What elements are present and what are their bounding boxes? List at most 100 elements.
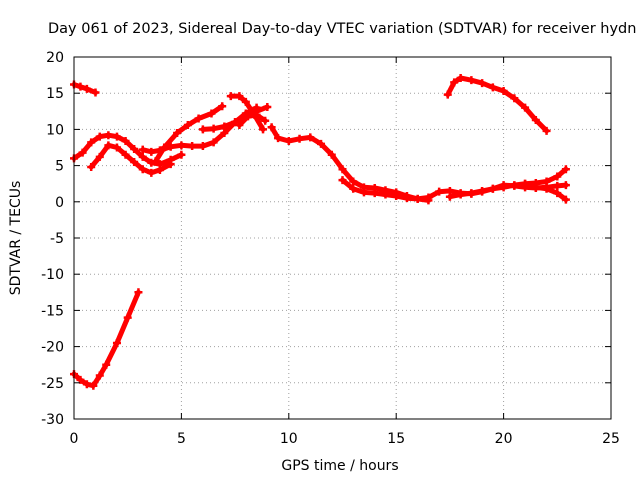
data-point (274, 134, 283, 143)
data-point (147, 168, 156, 177)
y-tick-label: 15 (46, 86, 64, 102)
tick-marks (73, 56, 612, 420)
data-point (424, 193, 433, 202)
data-point (87, 163, 96, 172)
data-point (392, 192, 401, 201)
y-tick-label: 0 (55, 195, 64, 211)
data-point (521, 179, 530, 188)
data-point (267, 123, 276, 132)
data-point (95, 371, 104, 380)
data-point (207, 109, 216, 118)
data-point (499, 87, 508, 96)
data-point (188, 142, 197, 151)
plot-series (70, 73, 570, 390)
data-point (231, 118, 240, 127)
data-point (209, 138, 218, 147)
chart-title: Day 061 of 2023, Sidereal Day-to-day VTE… (48, 21, 636, 37)
data-point (177, 150, 186, 159)
data-point (467, 76, 476, 85)
data-point (226, 92, 235, 101)
data-point (160, 143, 169, 152)
x-axis-label: GPS time / hours (281, 458, 398, 474)
y-tick-label: -10 (41, 267, 64, 283)
data-point (327, 150, 336, 159)
data-point (381, 190, 390, 199)
data-point (553, 189, 562, 198)
data-point (112, 132, 121, 141)
data-point (243, 112, 252, 121)
data-point (235, 92, 244, 101)
data-point (151, 157, 160, 166)
data-point (488, 83, 497, 92)
data-point (306, 133, 315, 142)
data-point (104, 141, 113, 150)
data-point (317, 139, 326, 148)
data-point (147, 147, 156, 156)
data-point (209, 124, 218, 133)
data-point (198, 125, 207, 134)
x-tick-labels: 0 5 10 15 20 25 (70, 431, 620, 447)
data-point (89, 381, 98, 390)
series-line-track-9 (236, 112, 268, 128)
data-point (413, 194, 422, 203)
y-tick-labels: -30 -25 -20 -15 -10 -5 0 5 10 15 20 (41, 50, 64, 428)
data-point (553, 181, 562, 190)
data-point (510, 181, 519, 190)
data-point (488, 184, 497, 193)
data-point (370, 189, 379, 198)
data-point (82, 380, 91, 389)
data-point (261, 116, 270, 125)
x-tick-label: 10 (280, 431, 298, 447)
x-tick-label: 5 (177, 431, 186, 447)
data-point (478, 186, 487, 195)
data-point (561, 181, 570, 190)
data-point (531, 183, 540, 192)
data-point (138, 145, 147, 154)
data-point (121, 150, 130, 159)
data-point (295, 134, 304, 143)
data-point (478, 79, 487, 88)
data-point (456, 190, 465, 199)
data-point (561, 195, 570, 204)
data-point (95, 132, 104, 141)
y-tick-label: -5 (50, 231, 64, 247)
data-point (349, 184, 358, 193)
data-point (235, 121, 244, 130)
data-point (78, 148, 87, 157)
y-tick-label: 10 (46, 122, 64, 138)
data-point (173, 129, 182, 138)
x-tick-label: 20 (495, 431, 513, 447)
data-point (87, 138, 96, 147)
data-point (123, 313, 132, 322)
grid-lines (74, 57, 611, 419)
data-point (499, 183, 508, 192)
data-point (102, 360, 111, 369)
data-point (252, 110, 261, 119)
data-point (82, 84, 91, 93)
x-tick-label: 25 (602, 431, 620, 447)
x-tick-label: 0 (70, 431, 79, 447)
data-point (166, 160, 175, 169)
y-tick-label: -30 (41, 412, 64, 428)
data-point (104, 131, 113, 140)
y-tick-label: -20 (41, 340, 64, 356)
y-axis-label: SDTVAR / TECUs (8, 181, 24, 296)
data-point (435, 187, 444, 196)
y-tick-label: -15 (41, 303, 64, 319)
data-point (76, 375, 85, 384)
data-point (183, 121, 192, 130)
data-point (177, 141, 186, 150)
data-point (95, 152, 104, 161)
data-point (359, 188, 368, 197)
data-point (241, 97, 250, 106)
data-point (130, 144, 139, 153)
data-point (220, 122, 229, 131)
data-point (218, 102, 227, 111)
data-point (284, 136, 293, 145)
data-point (112, 338, 121, 347)
series-line-track-10 (269, 124, 431, 203)
data-point (531, 115, 540, 124)
data-point (138, 165, 147, 174)
data-point (112, 143, 121, 152)
